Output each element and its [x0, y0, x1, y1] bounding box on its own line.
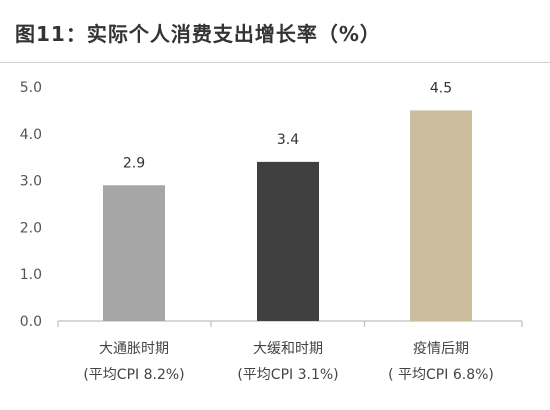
bar: [103, 185, 165, 321]
y-tick-label: 2.0: [20, 220, 42, 236]
chart-title: 图11：实际个人消费支出增长率（%）: [15, 22, 381, 46]
x-category-label: 大通胀时期: [99, 341, 169, 357]
x-category-label: 大缓和时期: [253, 341, 323, 357]
data-label: 4.5: [430, 80, 452, 96]
bar: [410, 110, 472, 322]
data-label: 2.9: [123, 155, 145, 171]
x-category-label: 疫情后期: [413, 341, 469, 357]
y-tick-label: 0.0: [20, 314, 42, 330]
bar: [257, 161, 319, 321]
x-category-sublabel: (平均CPI 8.2%): [83, 367, 184, 383]
x-category-sublabel: (平均CPI 3.1%): [237, 367, 338, 383]
y-tick-label: 5.0: [20, 80, 42, 96]
y-tick-label: 3.0: [20, 174, 42, 190]
title-divider: [0, 62, 550, 63]
x-category-sublabel: ( 平均CPI 6.8%): [388, 367, 494, 383]
y-tick-label: 4.0: [20, 127, 42, 143]
data-label: 3.4: [277, 132, 299, 148]
y-tick-label: 1.0: [20, 267, 42, 283]
